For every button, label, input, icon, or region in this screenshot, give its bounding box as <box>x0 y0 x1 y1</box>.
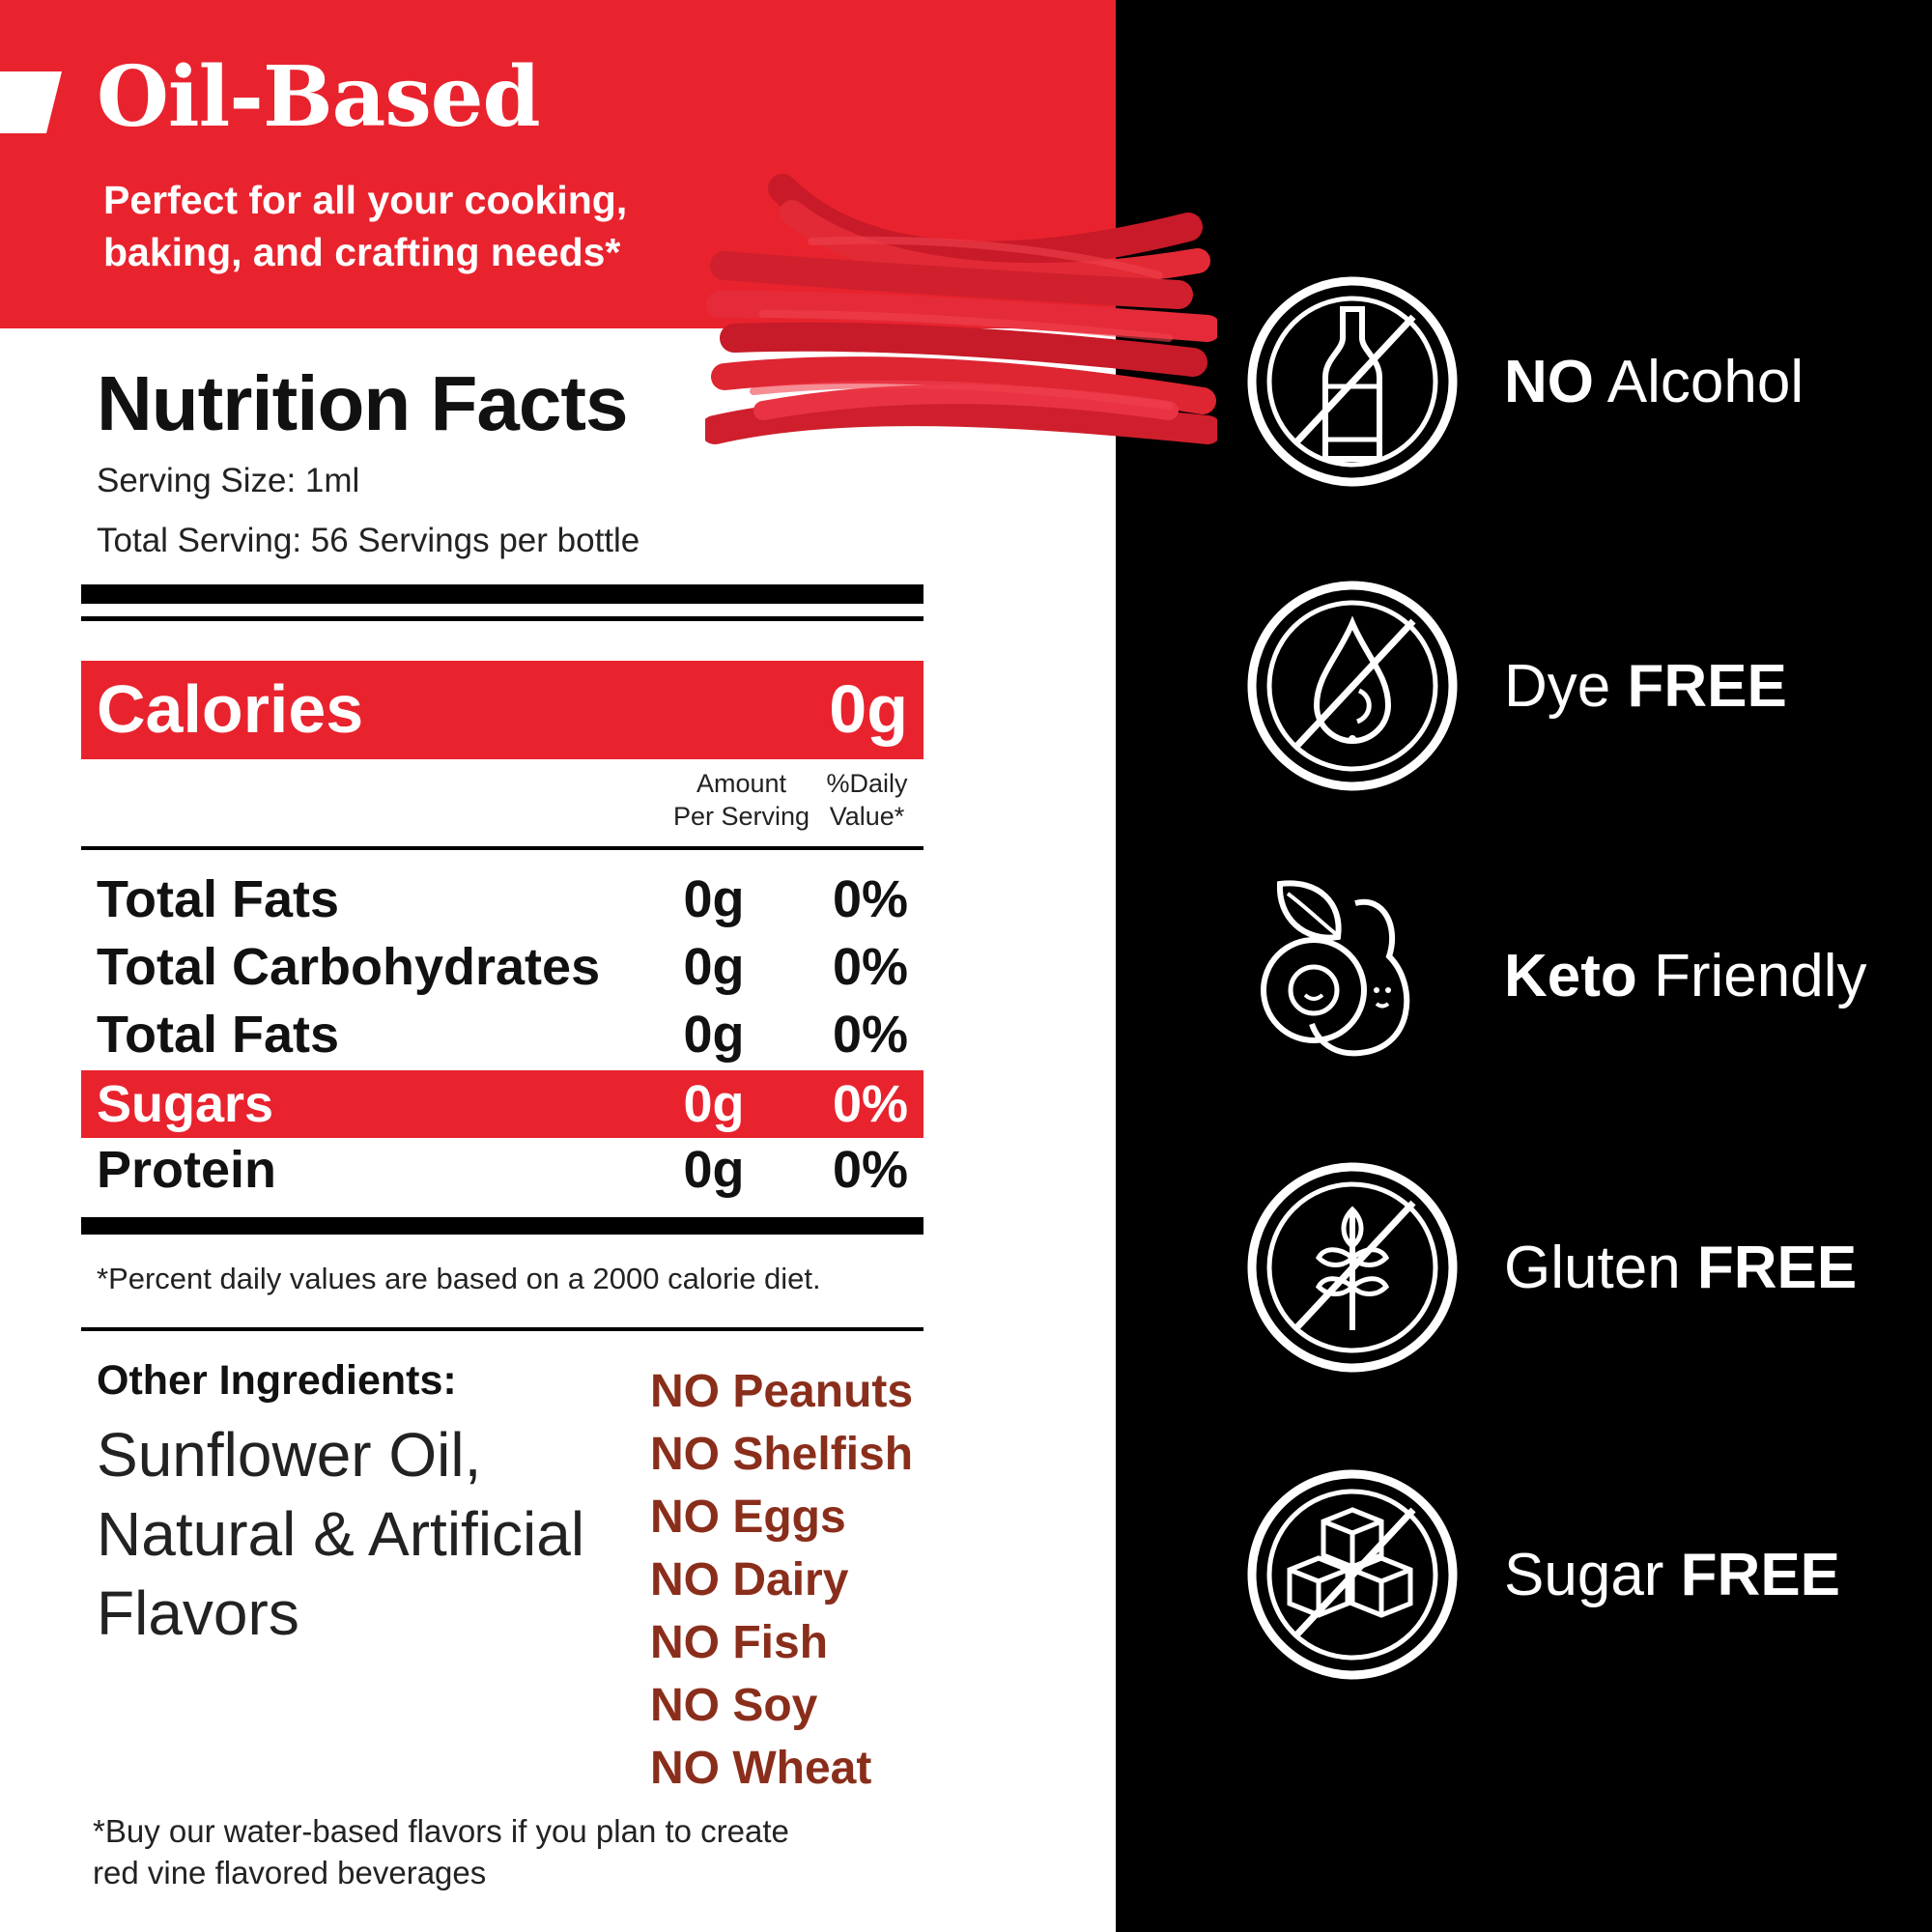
nutrient-row: Total Fats 0g 0% <box>81 1001 923 1068</box>
serving-size: Serving Size: 1ml <box>97 462 360 499</box>
ingredients-heading: Other Ingredients: <box>97 1357 457 1404</box>
page-title: Oil-Based <box>97 48 541 146</box>
gluten-free-icon <box>1247 1162 1458 1373</box>
allergen-item: NO Peanuts <box>650 1366 914 1417</box>
allergen-list: NO Peanuts NO Shelfish NO Eggs NO Dairy … <box>650 1360 913 1800</box>
allergen-item: NO Soy <box>650 1680 818 1731</box>
nutrient-amount: 0g <box>683 1006 745 1064</box>
nutrient-daily-value: 0% <box>832 1006 908 1064</box>
ingredients-line: Flavors <box>97 1578 299 1648</box>
feature-label: Dye FREE <box>1504 653 1787 720</box>
nutrient-daily-value: 0% <box>832 870 908 928</box>
nutrient-label: Total Carbohydrates <box>97 938 601 996</box>
subtitle: Perfect for all your cooking, baking, an… <box>103 174 760 278</box>
divider-thin <box>81 846 923 850</box>
column-header-amount: Amount Per Serving <box>667 767 816 833</box>
feature-label-light: Friendly <box>1636 943 1867 1009</box>
calories-label: Calories <box>97 671 364 747</box>
calories-value: 0g <box>829 671 908 747</box>
red-licorice-image <box>705 174 1217 444</box>
column-header-line: Per Serving <box>672 802 810 831</box>
feature-gluten-free: Gluten FREE <box>1241 1156 1918 1388</box>
divider-thick <box>81 1217 923 1235</box>
column-header-line: %Daily <box>826 769 908 798</box>
nutrient-amount: 0g <box>683 1141 745 1199</box>
nutrient-amount: 0g <box>683 870 745 928</box>
avocado-icon <box>1261 880 1410 1057</box>
allergen-item: NO Fish <box>650 1617 829 1668</box>
feature-label-strong: FREE <box>1680 1542 1841 1608</box>
nutrient-label: Total Fats <box>97 870 340 928</box>
ingredients-line: Natural & Artificial <box>97 1499 585 1569</box>
beverage-note-line: red vine flavored beverages <box>93 1855 487 1890</box>
divider-thin <box>81 1327 923 1331</box>
nutrient-row: Total Fats 0g 0% <box>81 866 923 933</box>
nutrient-row: Protein 0g 0% <box>81 1136 923 1204</box>
daily-value-footnote: *Percent daily values are based on a 200… <box>97 1262 821 1295</box>
nutrient-amount: 0g <box>683 1075 745 1133</box>
nutrient-daily-value: 0% <box>832 1141 908 1199</box>
sugar-free-icon <box>1247 1469 1458 1680</box>
feature-dye-free: Dye FREE <box>1241 575 1918 807</box>
divider-thin <box>81 616 923 621</box>
calories-band <box>81 661 923 759</box>
beverage-note: *Buy our water-based flavors if you plan… <box>93 1810 885 1893</box>
feature-label: NO Alcohol <box>1504 349 1804 415</box>
feature-label-strong: FREE <box>1627 653 1787 720</box>
divider-thick <box>81 584 923 604</box>
feature-sugar-free: Sugar FREE <box>1241 1463 1918 1695</box>
column-header-daily-value: %Daily Value* <box>816 767 918 833</box>
features-panel <box>1116 0 1932 1932</box>
column-header-line: Amount <box>696 769 787 798</box>
allergen-item: NO Shelfish <box>650 1429 914 1480</box>
dye-free-icon <box>1247 581 1458 791</box>
nutrient-daily-value: 0% <box>832 1075 908 1133</box>
feature-label-strong: NO <box>1504 349 1594 415</box>
allergen-item: NO Wheat <box>650 1743 872 1794</box>
ingredients-line: Sunflower Oil, <box>97 1420 482 1490</box>
ingredients-text: Sunflower Oil, Natural & Artificial Flav… <box>97 1415 638 1653</box>
subtitle-line: Perfect for all your cooking, <box>103 178 628 222</box>
allergen-item: NO Eggs <box>650 1492 846 1543</box>
allergen-item: NO Dairy <box>650 1554 849 1605</box>
no-alcohol-icon <box>1247 276 1458 487</box>
feature-label-light: Sugar <box>1504 1542 1681 1608</box>
feature-label: Sugar FREE <box>1504 1542 1841 1608</box>
beverage-note-line: *Buy our water-based flavors if you plan… <box>93 1813 789 1849</box>
nutrient-row: Total Carbohydrates 0g 0% <box>81 933 923 1001</box>
feature-keto-friendly: Keto Friendly <box>1241 865 1918 1096</box>
feature-label: Keto Friendly <box>1504 943 1867 1009</box>
nutrient-label: Total Fats <box>97 1006 340 1064</box>
total-serving: Total Serving: 56 Servings per bottle <box>97 522 640 559</box>
nutrient-row-highlighted: Sugars 0g 0% <box>81 1070 923 1138</box>
column-header-line: Value* <box>829 802 905 831</box>
nutrient-label: Protein <box>97 1141 277 1199</box>
nutrient-amount: 0g <box>683 938 745 996</box>
feature-label-light: Gluten <box>1504 1235 1697 1301</box>
subtitle-line: baking, and crafting needs* <box>103 230 621 274</box>
feature-label-strong: Keto <box>1504 943 1637 1009</box>
nutrition-facts-title: Nutrition Facts <box>97 360 628 446</box>
feature-label-strong: FREE <box>1696 1235 1858 1301</box>
feature-label-light: Dye <box>1504 653 1628 720</box>
feature-label: Gluten FREE <box>1504 1235 1858 1301</box>
feature-no-alcohol: NO Alcohol <box>1241 270 1918 502</box>
feature-label-light: Alcohol <box>1594 349 1804 415</box>
nutrient-daily-value: 0% <box>832 938 908 996</box>
nutrient-label: Sugars <box>97 1075 274 1133</box>
